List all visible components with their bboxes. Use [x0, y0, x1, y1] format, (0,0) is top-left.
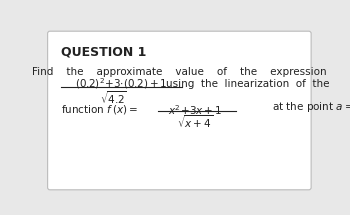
Text: function $f\,(x) =$: function $f\,(x) =$ [61, 103, 138, 116]
Text: Find    the    approximate    value    of    the    expression: Find the approximate value of the expres… [32, 67, 327, 77]
Text: using  the  linearization  of  the: using the linearization of the [166, 78, 329, 89]
FancyBboxPatch shape [48, 31, 311, 190]
Text: $(0.2)^2\!+\!3{\cdot}(0.2)+1$: $(0.2)^2\!+\!3{\cdot}(0.2)+1$ [75, 76, 168, 91]
Text: $x^2\!+\!3x+1$: $x^2\!+\!3x+1$ [168, 103, 222, 117]
Text: at the point $a=0$.: at the point $a=0$. [272, 100, 350, 114]
Text: $\sqrt{4.2}$: $\sqrt{4.2}$ [100, 89, 127, 106]
Text: QUESTION 1: QUESTION 1 [61, 45, 146, 58]
Text: $\sqrt{x+4}$: $\sqrt{x+4}$ [177, 114, 213, 130]
